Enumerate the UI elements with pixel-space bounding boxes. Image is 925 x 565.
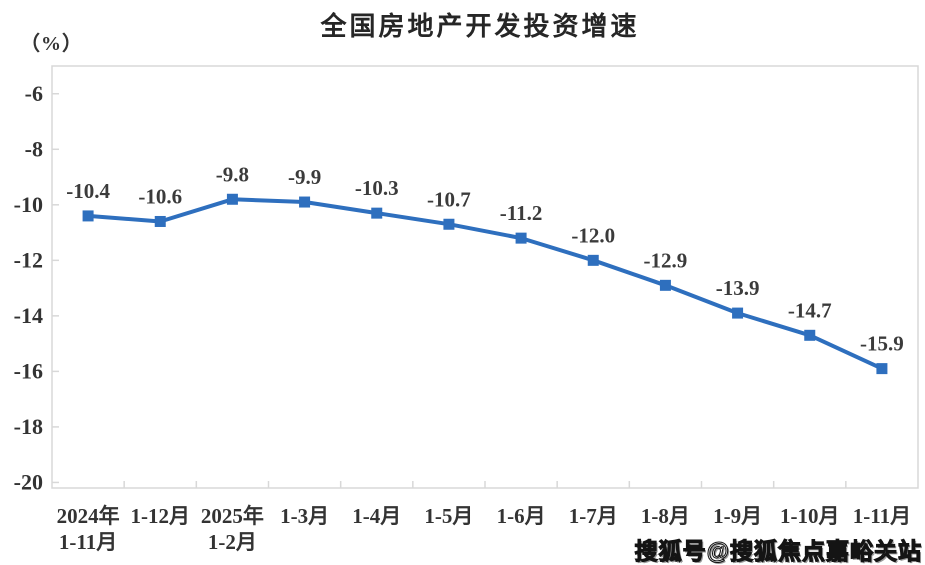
data-label: -11.2: [500, 201, 543, 225]
data-point-marker: [876, 363, 888, 375]
y-axis-unit-label: （%）: [20, 33, 83, 55]
x-axis-label: 1-11月: [853, 504, 911, 528]
x-axis-label: 1-9月: [713, 504, 762, 528]
y-tick-label: -8: [25, 136, 43, 161]
data-point-marker: [804, 329, 816, 341]
data-label: -10.4: [66, 179, 110, 203]
data-label: -10.3: [355, 176, 399, 200]
x-axis-label: 1-3月: [280, 504, 329, 528]
x-axis-label: 1-7月: [569, 504, 618, 528]
y-tick-label: -10: [14, 192, 43, 217]
data-point-marker: [299, 196, 311, 208]
data-point-marker: [659, 279, 671, 291]
y-tick-label: -12: [14, 247, 43, 272]
chart-title: 全国房地产开发投资增速: [320, 11, 640, 41]
data-point-marker: [371, 207, 383, 219]
x-axis-label: 2024年 1-11月: [57, 504, 120, 554]
data-point-marker: [82, 210, 94, 222]
data-label: -12.9: [644, 248, 688, 272]
data-point-marker: [226, 193, 238, 205]
data-label: -12.0: [571, 223, 615, 247]
data-point-marker: [443, 218, 455, 230]
y-tick-label: -6: [25, 81, 43, 106]
data-label: -10.7: [427, 187, 471, 211]
data-point-marker: [515, 232, 527, 244]
x-axis-label: 1-6月: [497, 504, 546, 528]
y-tick-label: -20: [14, 469, 43, 494]
x-axis-label: 1-10月: [780, 504, 840, 528]
data-label: -13.9: [716, 276, 760, 300]
x-axis-label: 1-8月: [641, 504, 690, 528]
data-label: -10.6: [138, 184, 182, 208]
data-label: -9.8: [216, 162, 249, 186]
plot-area: [51, 65, 919, 489]
y-tick-label: -18: [14, 414, 43, 439]
data-point-marker: [154, 215, 166, 227]
x-axis-label: 2025年 1-2月: [201, 504, 264, 554]
watermark: 搜狐号@搜狐焦点嘉峪关站: [634, 537, 922, 564]
x-axis-label: 1-4月: [352, 504, 401, 528]
data-label: -15.9: [860, 332, 904, 356]
data-point-marker: [587, 254, 599, 266]
data-line: [86, 197, 884, 371]
y-tick-label: -16: [14, 358, 43, 383]
y-tick-label: -14: [14, 303, 43, 328]
data-label: -9.9: [288, 165, 321, 189]
x-axis-label: 1-5月: [424, 504, 473, 528]
data-label: -14.7: [788, 298, 832, 322]
data-point-marker: [732, 307, 744, 319]
x-axis-label: 1-12月: [131, 504, 191, 528]
